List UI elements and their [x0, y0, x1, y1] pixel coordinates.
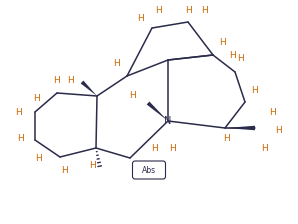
Text: H: H	[275, 125, 281, 134]
Text: H: H	[268, 108, 275, 116]
Text: H: H	[15, 108, 21, 116]
Text: H: H	[229, 50, 235, 60]
Text: N: N	[164, 116, 172, 126]
Text: H: H	[237, 54, 243, 62]
Text: H: H	[62, 166, 68, 174]
Text: H: H	[220, 37, 226, 47]
Text: H: H	[34, 93, 40, 103]
Text: H: H	[185, 6, 191, 15]
Text: H: H	[155, 6, 162, 15]
Text: H: H	[130, 90, 136, 99]
FancyBboxPatch shape	[133, 161, 165, 179]
Text: H: H	[202, 6, 208, 15]
Text: H: H	[35, 153, 41, 162]
Text: H: H	[224, 134, 230, 142]
Text: H: H	[113, 58, 119, 67]
Text: H: H	[54, 75, 60, 84]
Text: H: H	[262, 144, 268, 153]
Text: H: H	[89, 161, 95, 170]
Text: H: H	[67, 75, 73, 84]
Text: H: H	[152, 144, 158, 153]
Text: H: H	[17, 134, 23, 142]
Text: H: H	[252, 86, 258, 95]
Polygon shape	[147, 101, 168, 121]
Text: H: H	[136, 13, 143, 22]
Polygon shape	[225, 126, 255, 130]
Text: H: H	[169, 144, 176, 153]
Text: Abs: Abs	[142, 166, 156, 174]
Polygon shape	[81, 81, 97, 96]
